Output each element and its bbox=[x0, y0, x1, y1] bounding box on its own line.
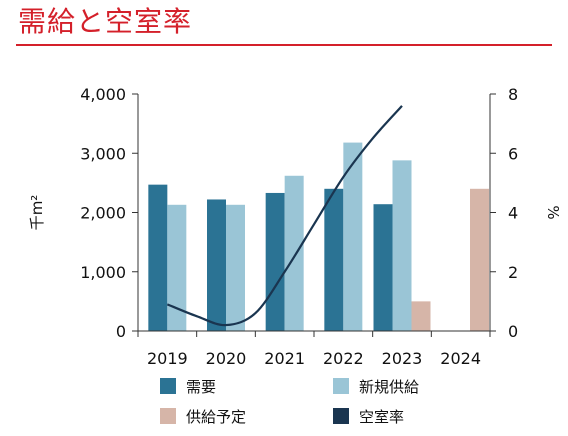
bar-新規供給-2019 bbox=[167, 204, 187, 331]
left-tick-label: 2,000 bbox=[80, 204, 126, 223]
bar-新規供給-2022 bbox=[343, 142, 363, 331]
bar-新規供給-2020 bbox=[226, 204, 245, 331]
legend-label-空室率: 空室率 bbox=[359, 408, 404, 426]
bar-供給予定-2023 bbox=[411, 301, 431, 331]
left-tick-label: 4,000 bbox=[80, 85, 126, 104]
legend-swatch-需要 bbox=[160, 378, 176, 394]
right-tick-label: 0 bbox=[508, 322, 518, 341]
left-tick-label: 0 bbox=[116, 322, 126, 341]
bar-需要-2021 bbox=[265, 192, 285, 331]
left-axis: 0 1,000 2,000 3,000 4,000 bbox=[80, 85, 139, 341]
x-tick-label: 2023 bbox=[382, 349, 423, 368]
title-underline bbox=[16, 44, 552, 46]
x-tick-label: 2024 bbox=[440, 349, 481, 368]
bar-需要-2020 bbox=[207, 199, 226, 331]
vacancy-line-path bbox=[166, 105, 403, 327]
x-axis: 2019 2020 2021 2022 2023 2024 bbox=[137, 330, 491, 368]
x-tick-label: 2020 bbox=[206, 349, 247, 368]
x-tick-label: 2021 bbox=[264, 349, 305, 368]
legend-swatch-供給予定 bbox=[160, 408, 176, 424]
bar-新規供給-2021 bbox=[284, 175, 304, 331]
legend-swatch-空室率 bbox=[333, 408, 349, 424]
legend-swatch-新規供給 bbox=[333, 378, 349, 394]
left-tick-label: 1,000 bbox=[80, 263, 126, 282]
chart-title: 需給と空室率 bbox=[18, 5, 193, 38]
legend-label-供給予定: 供給予定 bbox=[186, 408, 246, 426]
left-tick-label: 3,000 bbox=[80, 144, 126, 163]
right-tick-label: 8 bbox=[508, 85, 518, 104]
right-tick-label: 2 bbox=[508, 263, 518, 282]
bar-需要-2022 bbox=[324, 188, 344, 331]
bar-需要-2023 bbox=[373, 204, 393, 331]
right-tick-label: 4 bbox=[508, 204, 518, 223]
legend-label-新規供給: 新規供給 bbox=[359, 378, 419, 396]
bar-供給予定-2024 bbox=[470, 188, 489, 331]
legend-label-需要: 需要 bbox=[186, 378, 216, 396]
x-tick-label: 2019 bbox=[147, 349, 188, 368]
bar-新規供給-2023 bbox=[392, 160, 412, 331]
bar-需要-2019 bbox=[148, 184, 168, 331]
bars bbox=[148, 142, 489, 331]
vacancy-line bbox=[166, 105, 403, 327]
y-axis-label-right: % bbox=[544, 205, 562, 219]
right-tick-label: 6 bbox=[508, 144, 518, 163]
x-tick-label: 2022 bbox=[323, 349, 364, 368]
y-axis-label-left: 千m² bbox=[28, 195, 46, 231]
right-axis: 0 2 4 6 8 bbox=[489, 85, 518, 341]
